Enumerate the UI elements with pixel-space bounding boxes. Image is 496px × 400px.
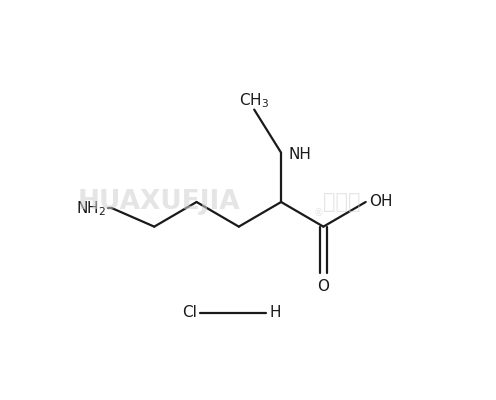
Text: HUAXUEJIA: HUAXUEJIA (77, 189, 240, 215)
Text: 化学加: 化学加 (323, 192, 361, 212)
Text: H: H (270, 305, 281, 320)
Text: NH$_2$: NH$_2$ (76, 199, 106, 218)
Text: CH$_3$: CH$_3$ (239, 91, 269, 110)
Text: O: O (317, 279, 329, 294)
Text: Cl: Cl (182, 305, 196, 320)
Text: NH: NH (288, 147, 311, 162)
Text: OH: OH (370, 194, 393, 210)
Text: ®: ® (314, 208, 323, 218)
